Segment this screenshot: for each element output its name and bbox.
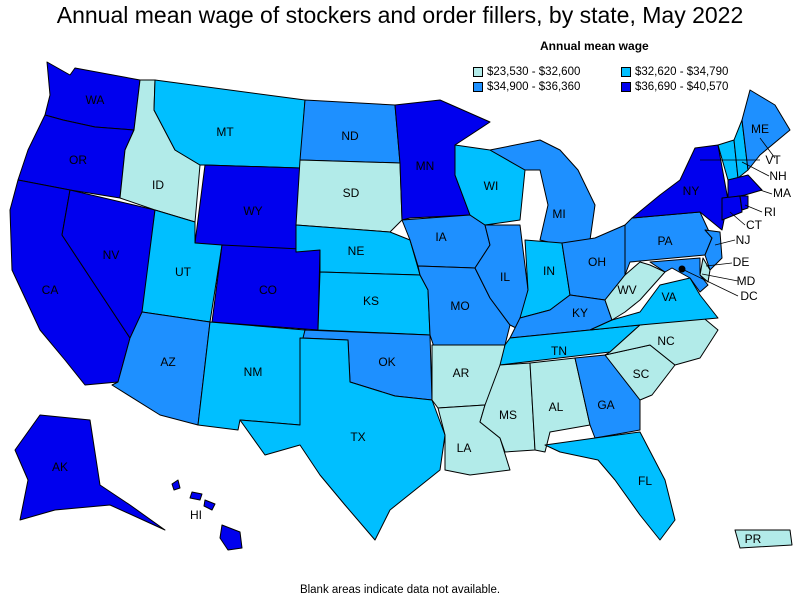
state-md[interactable] bbox=[649, 257, 709, 293]
label-ri: RI bbox=[764, 205, 776, 219]
label-in: IN bbox=[543, 264, 555, 278]
label-ms: MS bbox=[499, 408, 517, 422]
state-tx[interactable] bbox=[239, 337, 446, 541]
label-fl: FL bbox=[638, 474, 652, 488]
legend-label: $23,530 - $32,600 bbox=[487, 66, 581, 78]
label-vt: VT bbox=[765, 153, 781, 167]
state-fl[interactable] bbox=[544, 431, 676, 541]
legend-item-bin-2: $34,900 - $36,360 bbox=[473, 81, 580, 93]
label-pa: PA bbox=[657, 234, 672, 248]
label-wa: WA bbox=[86, 93, 105, 107]
label-mt: MT bbox=[216, 125, 234, 139]
label-mo: MO bbox=[450, 299, 469, 313]
legend-item-bin-0: $23,530 - $32,600 bbox=[473, 66, 580, 78]
label-co: CO bbox=[259, 283, 277, 297]
label-la: LA bbox=[457, 441, 472, 455]
label-ky: KY bbox=[572, 306, 588, 320]
legend-swatch bbox=[621, 67, 631, 77]
legend-label: $32,620 - $34,790 bbox=[635, 66, 729, 78]
state-ma[interactable] bbox=[727, 174, 763, 199]
state-ct[interactable] bbox=[721, 195, 743, 221]
label-sc: SC bbox=[633, 367, 650, 381]
label-dc: DC bbox=[740, 289, 758, 303]
label-al: AL bbox=[549, 400, 564, 414]
state-ak[interactable] bbox=[14, 414, 166, 531]
legend-swatch bbox=[621, 82, 631, 92]
label-ga: GA bbox=[597, 398, 614, 412]
legend-item-bin-1: $32,620 - $34,790 bbox=[621, 66, 728, 78]
label-me: ME bbox=[751, 122, 769, 136]
label-nd: ND bbox=[341, 129, 359, 143]
label-sd: SD bbox=[343, 186, 360, 200]
label-nh: NH bbox=[769, 169, 786, 183]
label-pr: PR bbox=[745, 532, 762, 546]
state-il[interactable] bbox=[474, 224, 529, 331]
label-or: OR bbox=[69, 153, 87, 167]
label-ok: OK bbox=[378, 355, 395, 369]
label-il: IL bbox=[500, 270, 510, 284]
legend-swatch bbox=[473, 67, 483, 77]
label-nv: NV bbox=[103, 248, 120, 262]
label-ar: AR bbox=[453, 366, 470, 380]
label-oh: OH bbox=[588, 255, 606, 269]
label-ia: IA bbox=[435, 230, 446, 244]
label-ny: NY bbox=[683, 184, 700, 198]
label-id: ID bbox=[152, 178, 164, 192]
state-sd[interactable] bbox=[295, 159, 403, 233]
state-hi[interactable] bbox=[171, 479, 243, 551]
map-title: Annual mean wage of stockers and order f… bbox=[56, 2, 744, 28]
label-hi: HI bbox=[190, 508, 202, 522]
label-ca: CA bbox=[42, 283, 59, 297]
legend-title: Annual mean wage bbox=[540, 39, 649, 53]
label-nc: NC bbox=[657, 334, 675, 348]
label-ma: MA bbox=[773, 186, 791, 200]
label-ut: UT bbox=[175, 265, 192, 279]
legend-label: $34,900 - $36,360 bbox=[487, 81, 581, 93]
state-me[interactable] bbox=[741, 89, 791, 171]
label-tn: TN bbox=[551, 344, 567, 358]
label-nj: NJ bbox=[736, 233, 751, 247]
label-wv: WV bbox=[617, 283, 636, 297]
label-mi: MI bbox=[552, 207, 565, 221]
label-wi: WI bbox=[484, 179, 499, 193]
label-nm: NM bbox=[244, 365, 263, 379]
label-ak: AK bbox=[52, 460, 68, 474]
state-pr[interactable] bbox=[734, 529, 793, 549]
state-ri[interactable] bbox=[739, 195, 749, 211]
label-ct: CT bbox=[746, 218, 763, 232]
label-mn: MN bbox=[416, 159, 435, 173]
label-ks: KS bbox=[363, 294, 379, 308]
label-tx: TX bbox=[350, 430, 365, 444]
label-ne: NE bbox=[348, 244, 365, 258]
label-md: MD bbox=[737, 274, 756, 288]
label-az: AZ bbox=[160, 355, 175, 369]
footnote: Blank areas indicate data not available. bbox=[299, 584, 501, 596]
legend-item-bin-3: $36,690 - $40,570 bbox=[621, 81, 728, 93]
legend-swatch bbox=[473, 82, 483, 92]
legend-label: $36,690 - $40,570 bbox=[635, 81, 729, 93]
label-wy: WY bbox=[243, 204, 262, 218]
label-va: VA bbox=[661, 290, 676, 304]
label-de: DE bbox=[733, 255, 750, 269]
